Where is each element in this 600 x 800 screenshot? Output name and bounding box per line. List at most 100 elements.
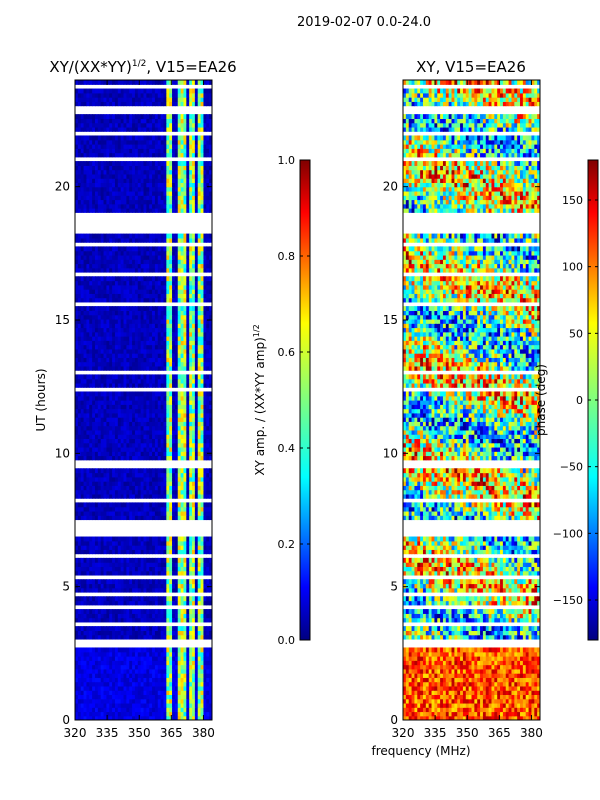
heatmap-cell (140, 583, 145, 589)
heatmap-cell (172, 711, 176, 717)
heatmap-cell (112, 254, 116, 260)
heatmap-cell (92, 327, 96, 333)
heatmap-cell (143, 186, 147, 192)
heatmap-cell (209, 195, 212, 201)
heatmap-cell (143, 314, 147, 320)
heatmap-cell (75, 434, 79, 439)
heatmap-cell (89, 237, 93, 243)
heatmap-cell (160, 357, 165, 363)
heatmap-cell (154, 250, 159, 256)
heatmap-cell (157, 374, 162, 380)
heatmap-cell (149, 600, 153, 606)
heatmap-cell (77, 468, 82, 474)
heatmap-cell (172, 613, 176, 619)
heatmap-cell (154, 634, 159, 640)
heatmap-cell (192, 489, 196, 495)
heatmap-cell (149, 446, 153, 452)
heatmap-cell (143, 361, 147, 367)
heatmap-cell (97, 673, 102, 678)
heatmap-cell (177, 293, 182, 299)
heatmap-cell (137, 468, 142, 474)
heatmap-cell (137, 263, 142, 269)
heatmap-cell (189, 540, 193, 546)
heatmap-cell (163, 651, 167, 657)
heatmap-cell (109, 327, 113, 333)
heatmap-cell (109, 677, 113, 683)
heatmap-cell (75, 348, 79, 354)
heatmap-cell (112, 617, 116, 623)
heatmap-cell (177, 195, 182, 201)
heatmap-cell (120, 685, 125, 691)
heatmap-cell (132, 664, 136, 670)
heatmap-cell (183, 404, 187, 410)
heatmap-cell (117, 510, 122, 516)
heatmap-cell (143, 600, 147, 606)
heatmap-cell (109, 408, 113, 414)
heatmap-cell (200, 353, 205, 358)
heatmap-cell (169, 182, 173, 188)
heatmap-cell (152, 630, 156, 636)
heatmap-cell (137, 596, 142, 602)
heatmap-cell (172, 323, 176, 329)
heatmap-cell (146, 391, 150, 397)
heatmap-cell (86, 340, 90, 346)
heatmap-cell (189, 566, 193, 572)
heatmap-cell (143, 267, 147, 273)
heatmap-cell (77, 702, 82, 708)
heatmap-cell (106, 489, 110, 495)
heatmap-cell (112, 566, 116, 572)
heatmap-cell (143, 562, 147, 567)
heatmap-cell (177, 549, 182, 555)
heatmap-cell (114, 417, 119, 422)
heatmap-cell (146, 178, 150, 183)
heatmap-cell (149, 314, 153, 320)
heatmap-cell (200, 259, 205, 265)
heatmap-cell (114, 549, 119, 555)
heatmap-cell (152, 626, 156, 631)
amplitude-heatmap (75, 80, 212, 720)
heatmap-cell (194, 656, 199, 661)
heatmap-cell (86, 587, 90, 593)
heatmap-cell (103, 677, 107, 683)
heatmap-cell (86, 173, 90, 179)
heatmap-cell (209, 267, 212, 273)
heatmap-cell (89, 395, 93, 401)
heatmap-cell (103, 510, 107, 516)
heatmap-cell (94, 199, 99, 205)
heatmap-cell (143, 455, 147, 461)
heatmap-cell (94, 510, 99, 516)
heatmap-cell (177, 668, 182, 674)
heatmap-cell (83, 438, 88, 444)
heatmap-cell (126, 344, 130, 350)
heatmap-cell (134, 327, 139, 333)
heatmap-cell (83, 344, 88, 350)
heatmap-cell (86, 664, 90, 670)
heatmap-cell (94, 318, 99, 324)
heatmap-cell (123, 446, 127, 452)
heatmap-cell (103, 711, 107, 717)
heatmap-cell (160, 203, 165, 209)
heatmap-cell (109, 702, 113, 708)
heatmap-cell (120, 472, 125, 478)
heatmap-cell (112, 583, 116, 589)
heatmap-cell (100, 293, 105, 299)
heatmap-cell (183, 583, 187, 589)
heatmap-cell (166, 664, 170, 670)
heatmap-cell (200, 327, 205, 333)
heatmap-cell (174, 468, 179, 474)
heatmap-cell (169, 365, 173, 371)
heatmap-cell (203, 613, 207, 619)
heatmap-cell (180, 353, 185, 358)
heatmap-cell (100, 673, 105, 678)
heatmap-cell (180, 190, 185, 196)
heatmap-cell (166, 485, 170, 491)
heatmap-cell (163, 314, 167, 320)
heatmap-cell (186, 596, 190, 602)
heatmap-cell (100, 259, 105, 265)
heatmap-cell (169, 506, 173, 512)
heatmap-cell (86, 421, 90, 427)
heatmap-cell (126, 455, 130, 461)
heatmap-cell (172, 656, 176, 661)
heatmap-cell (100, 540, 105, 546)
heatmap-cell (106, 348, 110, 354)
